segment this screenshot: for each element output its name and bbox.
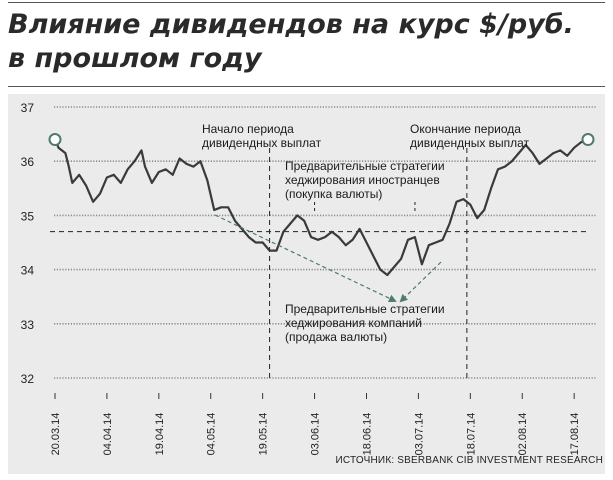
- annotation-company-hedging-line: Предварительные стратегии: [285, 302, 445, 316]
- annotation-company-hedging-line: хеджирования компаний: [285, 316, 422, 330]
- x-tick-label: 02.08.14: [517, 413, 529, 456]
- y-tick-label: 36: [21, 155, 35, 169]
- annotation-foreign-hedging-line: (покупка валюты): [285, 187, 382, 201]
- source-note: ИСТОЧНИК: SBERBANK CIB INVESTMENT RESEAR…: [335, 455, 603, 466]
- x-tick-label: 19.04.14: [154, 413, 166, 456]
- chart-frame: [8, 94, 605, 474]
- annotation-foreign-hedging: Предварительные стратегии хеджирования ин…: [285, 159, 445, 201]
- x-tick-label: 04.04.14: [102, 413, 114, 456]
- usd-rub-series-line: [53, 138, 590, 277]
- arrow-from-may-low: [214, 214, 397, 303]
- annotation-company-hedging-line: (продажа валюты): [285, 330, 387, 344]
- annotation-foreign-hedging-line: Предварительные стратегии: [285, 159, 445, 173]
- end-marker: [581, 133, 595, 147]
- x-tick-label: 19.05.14: [258, 413, 270, 456]
- x-tick-label: 04.05.14: [206, 413, 218, 456]
- y-tick-label: 35: [21, 209, 35, 223]
- y-tick-label: 33: [21, 318, 35, 332]
- annotation-company-hedging: Предварительные стратегии хеджирования ко…: [285, 302, 445, 344]
- x-tick-label: 18.06.14: [361, 413, 373, 456]
- annotation-dividend-start: Начало периода дивидендных выплат: [202, 122, 322, 150]
- title-divider: [8, 86, 605, 87]
- y-tick-label: 37: [21, 101, 35, 115]
- annotation-dividend-start-line: дивидендных выплат: [202, 136, 322, 150]
- annotation-dividend-start-line: Начало периода: [202, 122, 294, 136]
- x-tick-label: 17.08.14: [569, 413, 581, 456]
- arrow-from-july-low: [399, 261, 442, 303]
- y-tick-label: 32: [21, 372, 35, 386]
- y-tick-label: 34: [21, 264, 35, 278]
- x-tick-label: 03.07.14: [413, 413, 425, 456]
- chart-title: Влияние дивидендов на курс $/руб. в прош…: [8, 8, 605, 76]
- x-tick-label: 20.03.14: [50, 413, 62, 456]
- title-line-2: в прошлом году: [8, 43, 262, 74]
- annotation-dividend-end: Окончание периода дивидендных выплат: [410, 122, 530, 150]
- annotation-dividend-end-line: Окончание периода: [410, 122, 521, 136]
- annotation-dividend-end-line: дивидендных выплат: [410, 136, 530, 150]
- start-marker: [48, 133, 62, 147]
- title-line-1: Влияние дивидендов на курс $/руб.: [8, 9, 574, 40]
- annotation-foreign-hedging-line: хеджирования иностранцев: [285, 173, 440, 187]
- top-rule: [8, 2, 605, 3]
- x-tick-label: 18.07.14: [465, 413, 477, 456]
- x-tick-label: 03.06.14: [310, 413, 322, 456]
